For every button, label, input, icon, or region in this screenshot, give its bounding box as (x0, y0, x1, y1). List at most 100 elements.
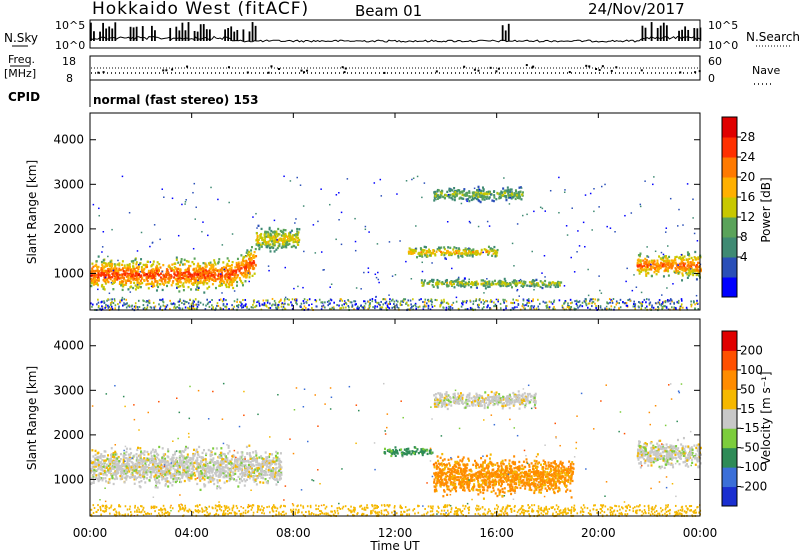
power-cell (606, 225, 608, 228)
velocity-cell (252, 463, 255, 466)
velocity-cell (133, 469, 136, 472)
power-cell (181, 284, 184, 287)
power-cell (245, 251, 248, 254)
power-cell (148, 274, 151, 277)
power-cell (643, 268, 646, 271)
power-cell (477, 306, 480, 309)
power-cell (253, 256, 256, 259)
freq-right-tick-bottom: 0 (708, 72, 715, 85)
power-cell (460, 202, 463, 205)
power-cell (555, 283, 558, 286)
power-cell (112, 302, 115, 305)
power-cell (256, 301, 258, 304)
freq-dot (694, 71, 697, 74)
power-cell (118, 282, 121, 286)
velocity-cell (125, 465, 128, 468)
velocity-cell (142, 463, 145, 467)
power-cell (184, 268, 187, 272)
power-cell (597, 298, 599, 301)
nave-label: Nave (752, 64, 780, 77)
power-cell (690, 265, 693, 268)
power-cell (668, 299, 671, 302)
power-cell (483, 198, 486, 201)
power-cell (268, 244, 271, 247)
freq-dot (640, 69, 643, 72)
power-cell (109, 302, 112, 305)
power-cell (464, 284, 467, 287)
power-cell (194, 298, 197, 301)
power-cell (176, 270, 179, 274)
velocity-cell (110, 465, 113, 468)
velocity-cell (107, 464, 110, 468)
velocity-cell (164, 479, 167, 483)
power-cell (240, 280, 243, 283)
power-cell (626, 267, 628, 270)
power-cell (132, 262, 135, 265)
power-cell (446, 190, 449, 194)
power-cell (682, 263, 685, 266)
power-cell (151, 277, 154, 280)
power-cell (382, 298, 384, 301)
power-cell (272, 242, 275, 246)
power-cell (293, 234, 296, 237)
power-cell (121, 276, 124, 279)
power-cell (139, 270, 142, 273)
velocity-cell (158, 472, 161, 475)
power-cell (698, 274, 701, 277)
power-cell (378, 281, 380, 284)
power-cell (639, 203, 642, 206)
power-cell (465, 302, 468, 304)
power-cell (245, 254, 248, 258)
power-cell (463, 285, 466, 289)
power-cell (487, 253, 490, 256)
power-cell (625, 280, 627, 283)
power-cell (660, 251, 663, 254)
power-cell (509, 191, 511, 193)
power-cell (604, 183, 606, 186)
power-cell (677, 264, 679, 266)
velocity-cell (110, 455, 113, 459)
power-cell (696, 265, 699, 268)
power-cell (256, 232, 259, 235)
velocity-cell (171, 484, 174, 487)
power-cell (693, 263, 696, 267)
power-cell (153, 284, 156, 288)
power-cell (476, 189, 479, 192)
power-cell (598, 275, 600, 277)
power-cell (265, 235, 268, 238)
velocity-cell (245, 478, 248, 482)
velocity-cell (180, 473, 183, 477)
power-cell (644, 306, 647, 309)
power-cell (655, 273, 658, 276)
power-cell (484, 248, 487, 252)
power-cell (663, 255, 666, 258)
velocity-cell (115, 453, 118, 456)
power-cell (544, 279, 547, 283)
power-cell (199, 267, 202, 270)
power-cell (430, 298, 433, 301)
velocity-cell (194, 459, 197, 462)
power-cell (195, 280, 198, 283)
power-cell (233, 300, 236, 303)
frequency-panel: Freq. [MHz] 18 8 60 0 Nave (4, 53, 780, 85)
power-cell (491, 199, 494, 202)
power-cell (110, 281, 113, 284)
power-cell (259, 234, 262, 237)
power-cell (247, 250, 250, 254)
power-cell (504, 191, 507, 195)
power-cell (283, 235, 286, 238)
power-cell (90, 270, 93, 273)
velocity-cell (164, 477, 167, 480)
power-cell (269, 306, 272, 309)
velocity-cell (152, 468, 155, 471)
velocity-cell (196, 468, 199, 472)
power-cell (224, 269, 227, 272)
power-cell (101, 283, 104, 287)
power-cell (239, 278, 242, 281)
velocity-cell (149, 476, 152, 479)
power-cell (476, 252, 479, 256)
power-cell (249, 264, 252, 267)
power-cell (508, 194, 511, 197)
power-cell (472, 300, 475, 303)
power-cell (445, 258, 448, 260)
